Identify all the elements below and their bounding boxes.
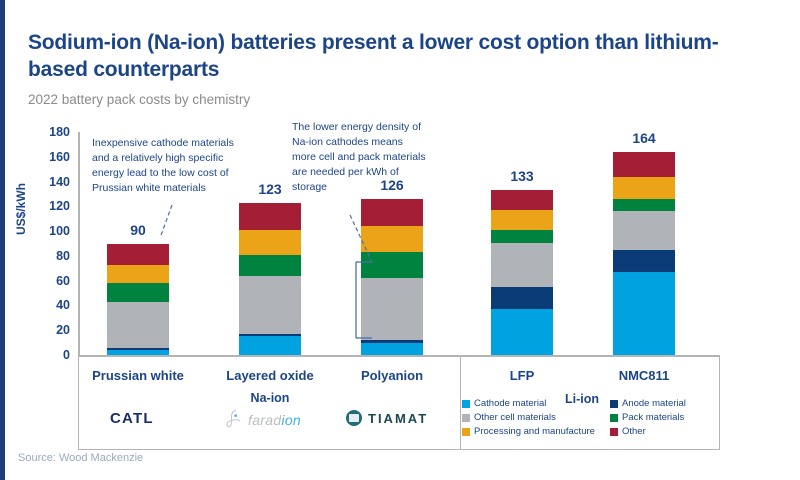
legend-item-anode-material[interactable]: Anode material (610, 398, 718, 409)
bar-segment-cathode-material (361, 342, 423, 355)
bar-segment-other (491, 190, 553, 211)
group-label-li-ion: Li-ion (565, 392, 600, 406)
y-tick-label: 0 (63, 348, 70, 362)
legend-item-cathode-material[interactable]: Cathode material (462, 398, 610, 409)
bar-segment-anode-material (491, 286, 553, 310)
chart-legend: Cathode material Anode material Other cell… (462, 398, 718, 437)
bar-segment-cathode-material (491, 309, 553, 355)
bar-segment-other (613, 151, 675, 177)
bar-segment-cathode-material (613, 271, 675, 355)
group-box-li-ion (460, 355, 720, 450)
y-tick-label: 20 (56, 323, 70, 338)
bar-value-label: 133 (510, 168, 534, 185)
x-axis-label-polyanion: Polyanion (360, 368, 424, 383)
legend-item-other-cell-materials[interactable]: Other cell materials (462, 412, 610, 423)
x-axis-label-lfp: LFP (509, 368, 535, 383)
tiamat-text: TIAMAT (368, 411, 429, 426)
legend-swatch (610, 427, 618, 436)
y-tick-label: 140 (49, 174, 70, 189)
bar-segment-processing-and-manufacture (491, 210, 553, 230)
faradion-accent: ion (281, 412, 302, 428)
bar-segment-cathode-material (239, 336, 301, 355)
annotation-polyanion-note: The lower energy density of Na-ion catho… (292, 121, 426, 193)
bar-segment-other (107, 243, 169, 265)
bar-segment-processing-and-manufacture (361, 226, 423, 253)
legend-swatch (462, 413, 470, 422)
faradion-text: farad (248, 412, 282, 428)
left-accent-bar (0, 0, 5, 480)
bar-segment-processing-and-manufacture (613, 176, 675, 199)
bar-segment-cathode-material (107, 350, 169, 355)
bar-value-label: 126 (380, 176, 404, 193)
bar-value-label: 90 (130, 221, 146, 238)
group-label-na-ion: Na-ion (250, 391, 290, 405)
tiamat-mark-icon (346, 410, 362, 426)
x-axis-label-layered-oxide: Layered oxide (226, 368, 314, 383)
y-axis-ticks: 0 20 40 60 80 100 120 140 160 180 (30, 0, 70, 480)
legend-item-other[interactable]: Other (610, 426, 718, 437)
legend-label: Pack materials (622, 412, 685, 423)
bar-segment-other (239, 202, 301, 230)
bar-value-label: 123 (258, 180, 282, 197)
bar-polyanion[interactable] (361, 198, 423, 355)
bar-segment-other-cell-materials (613, 211, 675, 250)
group-box-na-ion (78, 355, 460, 450)
legend-swatch (462, 427, 470, 436)
x-axis-line (78, 355, 720, 357)
y-tick-label: 180 (49, 125, 70, 139)
bar-segment-anode-material (361, 340, 423, 343)
y-tick-label: 160 (49, 149, 70, 164)
bar-lfp[interactable] (491, 190, 553, 355)
legend-item-pack-materials[interactable]: Pack materials (610, 412, 718, 423)
y-tick-label: 100 (49, 224, 70, 239)
bar-segment-pack-materials (107, 283, 169, 302)
page-title: Sodium-ion (Na-ion) batteries present a … (28, 31, 719, 81)
bar-segment-processing-and-manufacture (239, 229, 301, 255)
y-tick-label: 60 (56, 273, 70, 288)
legend-label: Anode material (622, 398, 686, 409)
bar-segment-other-cell-materials (239, 275, 301, 334)
page-subtitle: 2022 battery pack costs by chemistry (28, 92, 251, 107)
x-axis-label-prussian-white: Prussian white (92, 368, 184, 383)
legend-swatch (610, 399, 618, 408)
bar-segment-anode-material (613, 249, 675, 272)
bar-segment-anode-material (239, 333, 301, 337)
x-axis-label-nmc811: NMC811 (618, 368, 670, 383)
legend-label: Other cell materials (474, 412, 556, 423)
bar-segment-other-cell-materials (107, 301, 169, 348)
tiamat-logo: TIAMAT (346, 410, 429, 426)
catl-logo: CATL (110, 410, 154, 427)
bar-segment-processing-and-manufacture (107, 264, 169, 284)
y-tick-label: 120 (49, 199, 70, 214)
legend-swatch (462, 399, 470, 408)
bar-segment-pack-materials (613, 198, 675, 212)
legend-label: Cathode material (474, 398, 547, 409)
faradion-logo: faradion (226, 410, 302, 428)
bar-segment-other-cell-materials (361, 278, 423, 341)
bar-segment-other (361, 198, 423, 227)
legend-label: Other (622, 426, 646, 437)
bar-segment-other-cell-materials (491, 243, 553, 287)
bar-value-label: 164 (632, 129, 656, 146)
y-tick-label: 80 (56, 248, 70, 263)
y-axis-line (78, 132, 80, 356)
faradion-mark-icon (226, 410, 241, 428)
bar-prussian-white[interactable] (107, 243, 169, 356)
bar-segment-pack-materials (361, 252, 423, 279)
bar-segment-pack-materials (239, 254, 301, 276)
y-tick-label: 40 (56, 298, 70, 313)
legend-swatch (610, 413, 618, 422)
annotation-prussian-note: Inexpensive cathode materials and a rela… (92, 137, 234, 194)
bar-nmc811[interactable] (613, 151, 675, 355)
bar-segment-pack-materials (491, 229, 553, 244)
legend-item-processing-and-manufacture[interactable]: Processing and manufacture (462, 426, 610, 437)
legend-label: Processing and manufacture (474, 426, 595, 437)
source-note: Source: Wood Mackenzie (18, 452, 144, 464)
bar-layered-oxide[interactable] (239, 202, 301, 355)
bar-segment-anode-material (107, 347, 169, 350)
